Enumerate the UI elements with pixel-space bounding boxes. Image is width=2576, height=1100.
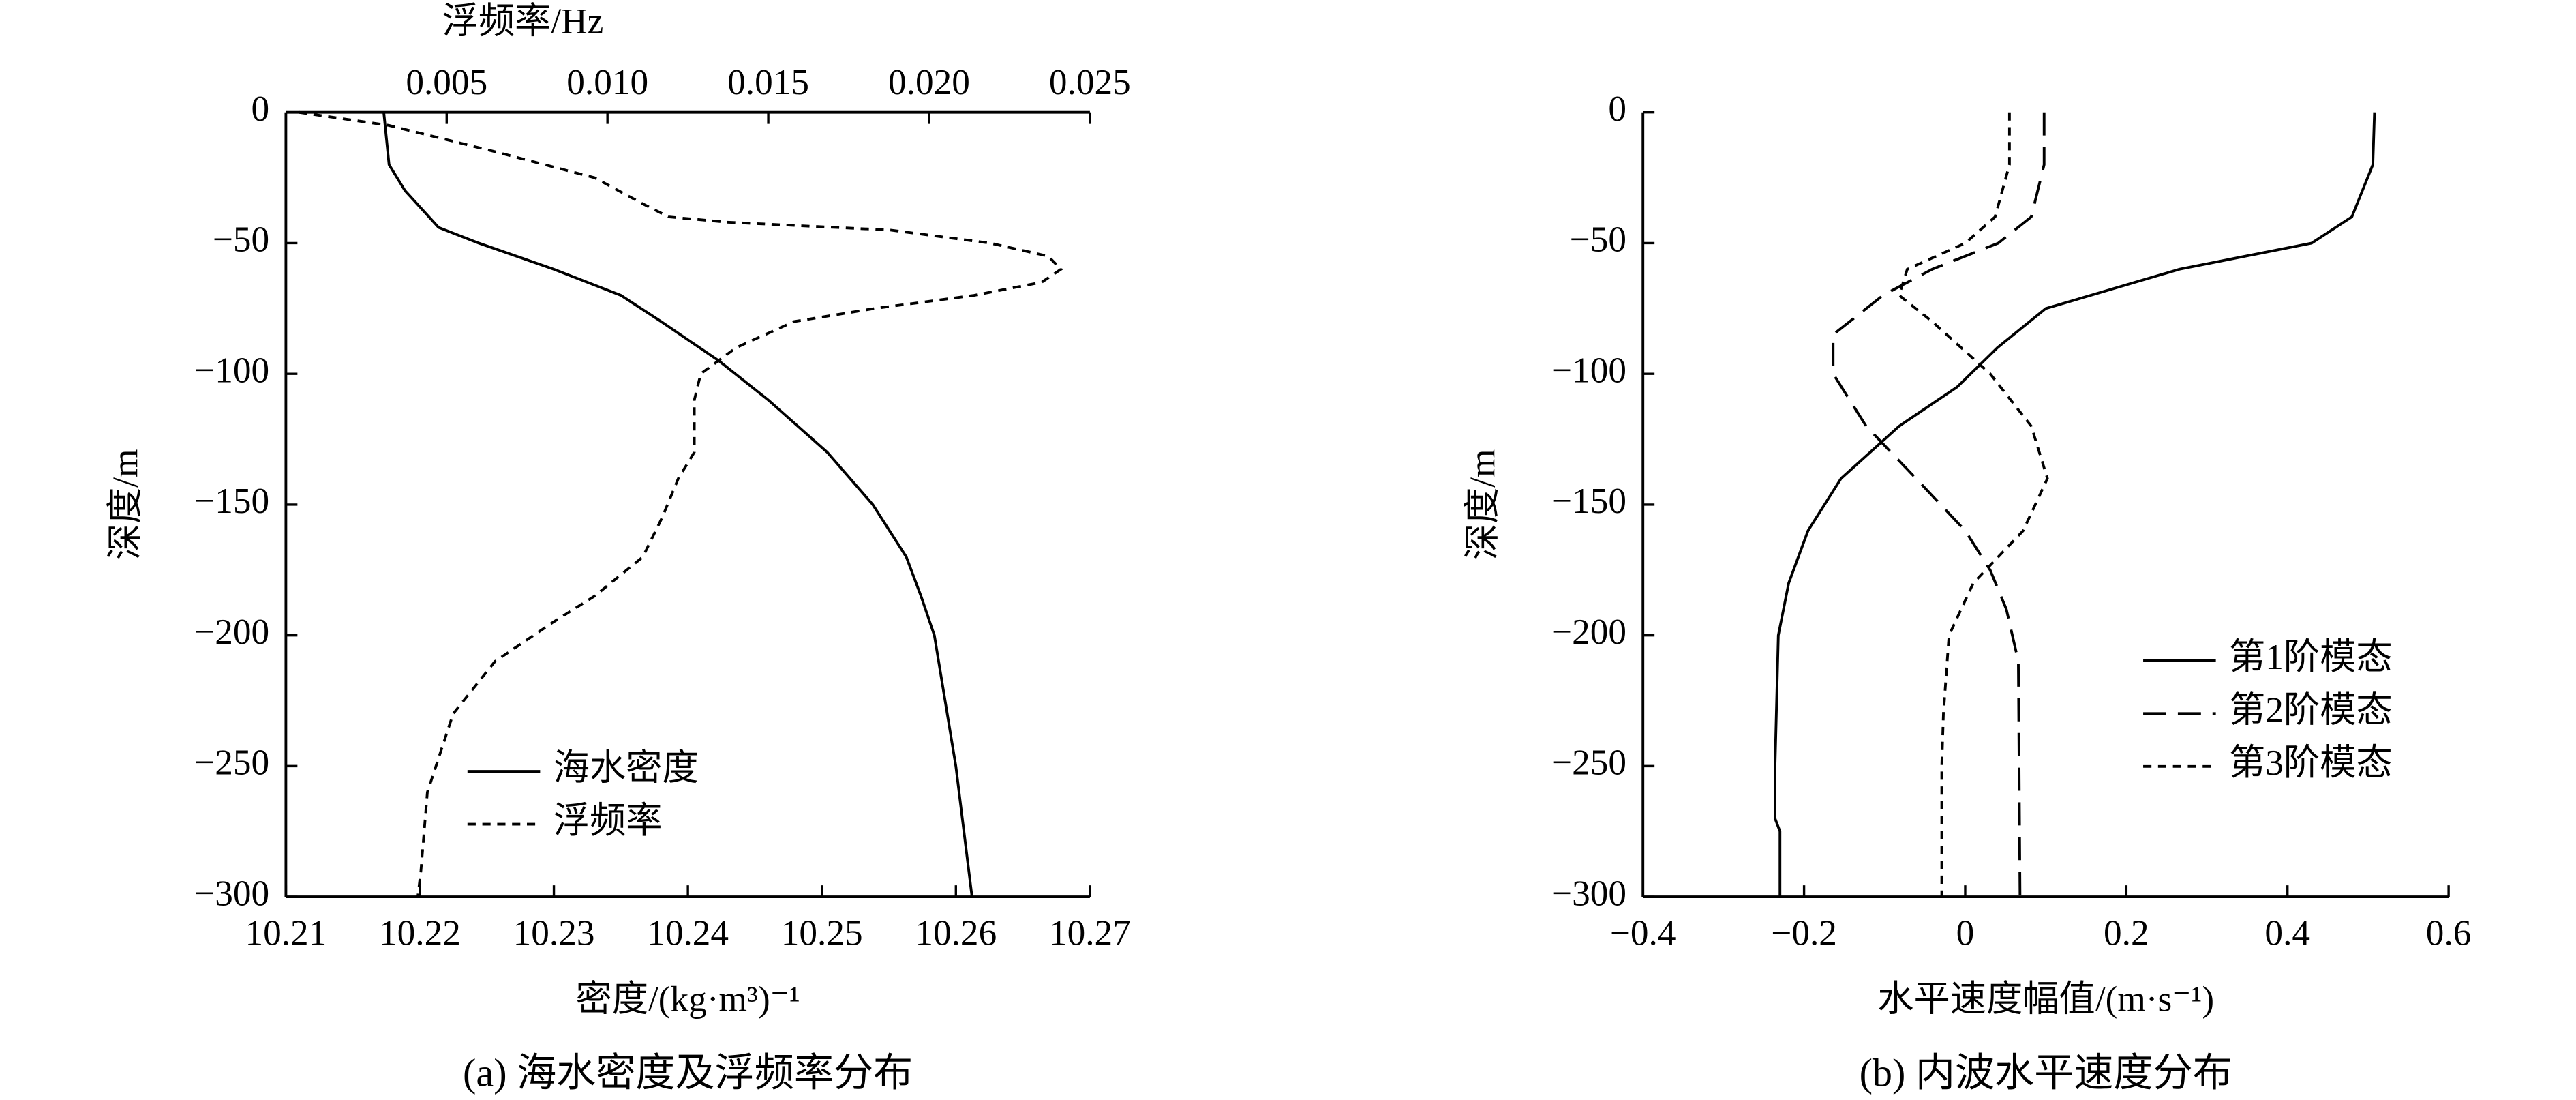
x-axis-label: 密度/(kg·m³)⁻¹ bbox=[575, 979, 800, 1019]
y-tick-label: −250 bbox=[194, 743, 269, 783]
y-tick-label: −300 bbox=[1551, 873, 1626, 913]
caption: (a) 海水密度及浮频率分布 bbox=[463, 1050, 913, 1095]
x2-axis-label: 浮频率/Hz bbox=[442, 1, 604, 42]
legend-label: 第3阶模态 bbox=[2229, 743, 2393, 783]
x2-tick-label: 0.020 bbox=[888, 62, 970, 102]
x-axis-label: 水平速度幅值/(m·s⁻¹) bbox=[1877, 979, 2214, 1019]
y-axis-label: 深度/m bbox=[106, 449, 146, 561]
legend-label: 第2阶模态 bbox=[2229, 690, 2393, 730]
y-tick-label: −200 bbox=[194, 612, 269, 652]
legend-label: 第1阶模态 bbox=[2229, 637, 2393, 677]
x-tick-label: 10.27 bbox=[1049, 912, 1131, 953]
series-line bbox=[299, 110, 1063, 897]
y-tick-label: −150 bbox=[1551, 481, 1626, 521]
legend-label: 浮频率 bbox=[554, 801, 663, 841]
y-tick-label: −50 bbox=[1570, 220, 1626, 260]
x-tick-label: 0.6 bbox=[2426, 912, 2472, 953]
x-tick-label: 0.4 bbox=[2264, 912, 2310, 953]
x2-tick-label: 0.025 bbox=[1049, 62, 1131, 102]
y-axis-label: 深度/m bbox=[1462, 449, 1502, 561]
x2-tick-label: 0.015 bbox=[727, 62, 809, 102]
chart: 0 −50 −100 −150 −200 −250 −300−0.4 −0.2 0 0.2 0.4 0… bbox=[1462, 89, 2471, 1095]
x-tick-label: −0.2 bbox=[1771, 912, 1837, 953]
x-tick-label: −0.4 bbox=[1610, 912, 1676, 953]
x-tick-label: 0.2 bbox=[2104, 912, 2149, 953]
legend-label: 海水密度 bbox=[554, 747, 699, 788]
x2-tick-label: 0.010 bbox=[566, 62, 648, 102]
x2-tick-label: 0.005 bbox=[406, 62, 487, 102]
series-line bbox=[1774, 112, 2376, 897]
caption: (b) 内波水平速度分布 bbox=[1860, 1050, 2232, 1095]
y-tick-label: −150 bbox=[194, 481, 269, 521]
series-line bbox=[1897, 112, 2049, 897]
x-tick-label: 0 bbox=[1956, 912, 1975, 953]
series-line bbox=[1832, 112, 2046, 897]
y-tick-label: −200 bbox=[1551, 612, 1626, 652]
y-tick-label: −100 bbox=[194, 350, 269, 390]
x-tick-label: 10.26 bbox=[915, 912, 997, 953]
y-tick-label: −50 bbox=[213, 220, 269, 260]
y-tick-label: −250 bbox=[1551, 743, 1626, 783]
x-tick-label: 10.22 bbox=[379, 912, 461, 953]
x-tick-label: 10.23 bbox=[513, 912, 595, 953]
y-tick-label: −100 bbox=[1551, 350, 1626, 390]
y-tick-label: 0 bbox=[252, 89, 270, 129]
x-tick-label: 10.24 bbox=[647, 912, 729, 953]
x-tick-label: 10.25 bbox=[781, 912, 863, 953]
y-tick-label: −300 bbox=[194, 873, 269, 913]
y-tick-label: 0 bbox=[1608, 89, 1626, 129]
x-tick-label: 10.21 bbox=[245, 912, 327, 953]
